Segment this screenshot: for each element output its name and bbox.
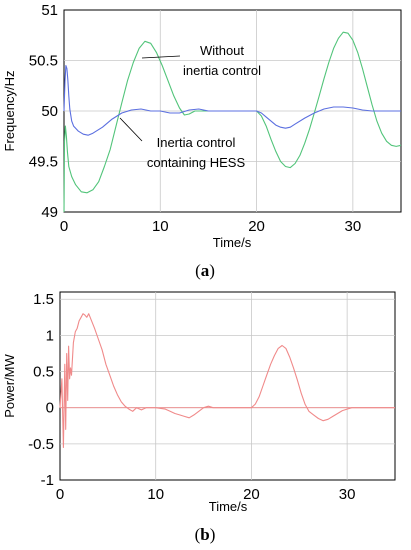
frequency-x-axis-label: Time/s (213, 235, 252, 250)
frequency-y-tick-label: 50 (41, 103, 58, 120)
power-y-tick-label: 1 (46, 327, 54, 344)
power-y-tick-label: -1 (41, 472, 54, 489)
power-y-tick-label: -0.5 (28, 436, 54, 453)
power-y-tick-label: 0.5 (33, 364, 54, 381)
caption-a: (a) (195, 261, 215, 280)
frequency-series-line-1 (63, 64, 401, 136)
frequency-y-ticks: 49 49.5 50 50.5 51 (29, 2, 58, 221)
caption-b-letter: b (200, 525, 209, 544)
power-y-tick-label: 1.5 (33, 291, 54, 308)
caption-b-open: ( (195, 525, 201, 544)
frequency-series (63, 31, 402, 213)
power-x-ticks: 0 10 20 30 (56, 486, 356, 503)
power-y-ticks: 1.5 1 0.5 0 -0.5 -1 (28, 291, 54, 489)
frequency-y-axis-label: Frequency/Hz (2, 71, 17, 152)
frequency-chart: 0 10 20 30 49 49.5 50 50.5 51 Time/s Frequency/… (2, 2, 402, 280)
frequency-y-tick-label: 50.5 (29, 53, 58, 70)
frequency-x-tick-label: 10 (152, 218, 169, 235)
power-plot-area (59, 291, 396, 481)
power-series (59, 313, 395, 449)
annotation-hess-leader (119, 117, 143, 142)
frequency-y-tick-label: 51 (41, 2, 58, 19)
frequency-x-ticks: 0 10 20 30 (60, 218, 361, 235)
frequency-x-tick-label: 30 (345, 218, 362, 235)
power-chart: 0 10 20 30 1.5 1 0.5 0 -0.5 -1 Time/s Power/MW (… (2, 291, 396, 544)
power-y-axis-label: Power/MW (2, 353, 17, 417)
power-x-tick-label: 30 (339, 486, 356, 503)
annotation-hess-line1: Inertia control (157, 135, 236, 150)
power-y-tick-label: 0 (46, 400, 54, 417)
power-series-line-0 (59, 313, 395, 449)
frequency-x-tick-label: 0 (60, 218, 68, 235)
frequency-y-tick-label: 49.5 (29, 154, 58, 171)
frequency-y-tick-label: 49 (41, 204, 58, 221)
annotation-without-inertia-leader (141, 55, 181, 59)
power-x-axis-label: Time/s (209, 499, 248, 514)
caption-b: (b) (195, 525, 216, 544)
annotation-without-inertia-line2: inertia control (183, 63, 261, 78)
caption-a-open: ( (195, 261, 201, 280)
power-x-tick-label: 10 (147, 486, 164, 503)
caption-a-letter: a (201, 261, 210, 280)
power-x-tick-label: 20 (243, 486, 260, 503)
frequency-x-tick-label: 20 (248, 218, 265, 235)
caption-b-close: ) (210, 525, 216, 544)
power-x-tick-label: 0 (56, 486, 64, 503)
annotation-hess-line2: containing HESS (147, 155, 246, 170)
caption-a-close: ) (209, 261, 215, 280)
annotation-without-inertia-line1: Without (200, 43, 244, 58)
